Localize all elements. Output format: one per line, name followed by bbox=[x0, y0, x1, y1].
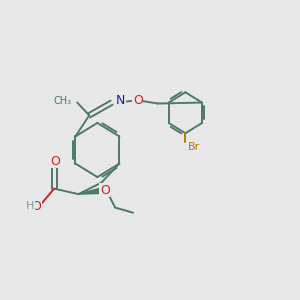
Text: O: O bbox=[100, 184, 110, 197]
Text: O: O bbox=[31, 200, 41, 213]
Text: O: O bbox=[133, 94, 143, 107]
Text: CH₃: CH₃ bbox=[53, 96, 72, 106]
Text: N: N bbox=[116, 94, 125, 107]
Polygon shape bbox=[78, 188, 101, 194]
Text: H: H bbox=[26, 201, 34, 211]
Text: Br: Br bbox=[188, 142, 200, 152]
Text: O: O bbox=[50, 155, 60, 168]
